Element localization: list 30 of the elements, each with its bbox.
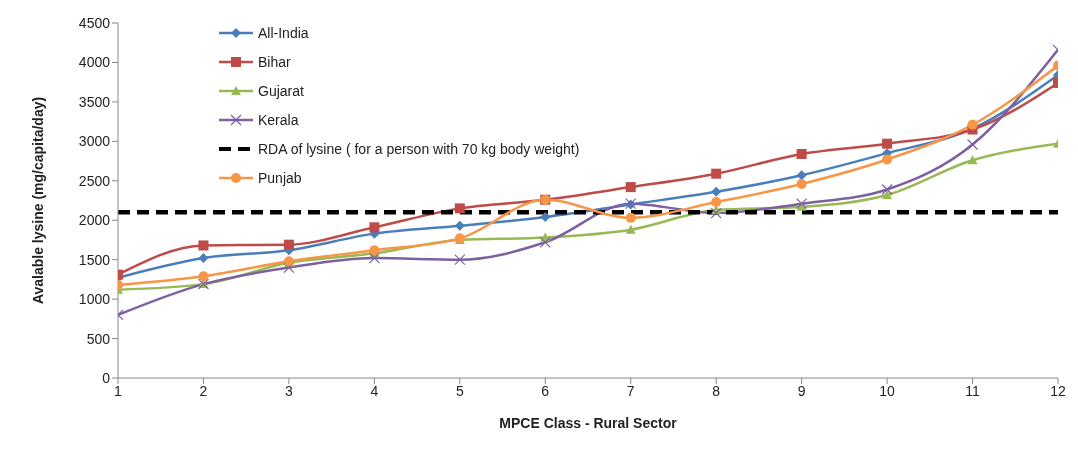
legend-label: All-India [258, 24, 309, 41]
y-tick-label: 4000 [78, 54, 111, 71]
y-tick-label: 2000 [78, 212, 111, 229]
y-tick-label: 2500 [78, 172, 111, 189]
x-tick-label: 10 [879, 382, 896, 399]
y-tick-label: 0 [102, 369, 111, 386]
x-tick-label: 9 [797, 382, 806, 399]
x-axis-title: MPCE Class - Rural Sector [499, 415, 678, 431]
x-tick-label: 3 [285, 382, 294, 399]
x-tick-label: 5 [455, 382, 464, 399]
x-tick-label: 6 [541, 382, 550, 399]
legend-label: Punjab [258, 169, 302, 186]
x-tick-label: 7 [626, 382, 635, 399]
y-tick-label: 3500 [78, 93, 111, 110]
x-tick-label: 1 [114, 382, 123, 399]
x-tick-label: 12 [1050, 382, 1066, 399]
x-tick-label: 8 [712, 382, 721, 399]
x-tick-label: 4 [370, 382, 379, 399]
y-tick-label: 1000 [78, 291, 111, 308]
y-tick-label: 3000 [78, 133, 111, 150]
legend-label: RDA of lysine ( for a person with 70 kg body weight) [258, 140, 580, 157]
x-tick-label: 2 [199, 382, 208, 399]
y-tick-label: 1500 [78, 251, 111, 268]
x-tick-label: 11 [965, 382, 981, 399]
y-axis-title: Avalable lysine (mg/capita/day) [29, 96, 46, 305]
legend-label: Gujarat [258, 82, 304, 99]
legend-label: Bihar [258, 53, 291, 70]
y-tick-label: 4500 [78, 14, 111, 31]
legend-label: Kerala [258, 111, 299, 128]
y-tick-label: 500 [86, 330, 111, 347]
